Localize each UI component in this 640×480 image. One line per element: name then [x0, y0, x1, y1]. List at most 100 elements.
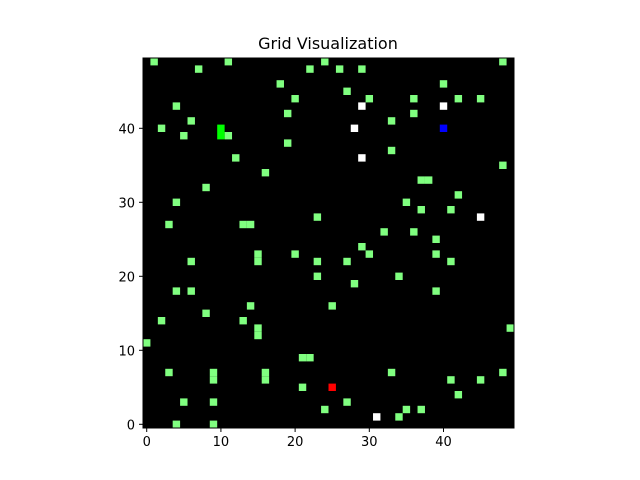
green-cell: [321, 405, 329, 414]
green-cell: [447, 376, 455, 384]
green-cell: [187, 257, 195, 266]
green-cell: [499, 161, 507, 169]
green-cell: [365, 250, 374, 258]
green-cell: [387, 146, 396, 155]
green-cell: [180, 398, 188, 406]
green-cell: [432, 235, 440, 243]
green-cell: [172, 198, 181, 206]
green-cell: [157, 124, 166, 132]
green-cell: [283, 139, 292, 147]
green-cell: [506, 324, 514, 332]
white-cell: [358, 154, 366, 162]
plot-frame: [142, 57, 515, 429]
green-cell: [254, 257, 262, 266]
plot-background: [143, 58, 514, 428]
green-cell: [313, 257, 322, 266]
green-cell: [447, 206, 455, 214]
green-cell: [306, 354, 314, 362]
green-cell: [254, 324, 262, 332]
green-cell: [387, 117, 396, 125]
green-cell: [239, 317, 247, 325]
green-cell: [202, 183, 210, 192]
green-cell: [343, 257, 351, 266]
green-cell: [261, 376, 270, 384]
green-cell: [291, 250, 299, 258]
chart-title: Grid Visualization: [258, 34, 398, 53]
green-cell: [402, 405, 411, 414]
green-cell: [276, 80, 284, 88]
x-tick-label: 30: [361, 435, 378, 450]
green-cell: [454, 95, 463, 103]
green-cell: [194, 65, 203, 73]
green-cell: [432, 250, 440, 258]
y-tick-label: 20: [118, 270, 135, 285]
green-cell: [395, 272, 403, 280]
green-cell: [261, 169, 270, 177]
green-cell: [283, 109, 292, 118]
y-tick-label: 30: [118, 196, 135, 211]
y-tick-label: 0: [127, 418, 135, 433]
green-cell: [313, 272, 322, 280]
green-cell: [224, 132, 233, 140]
green-cell: [224, 58, 233, 66]
green-cell: [232, 154, 240, 162]
green-cell: [180, 132, 188, 140]
y-tick-label: 40: [118, 122, 135, 137]
green-cell: [432, 287, 440, 295]
y-tick-label: 10: [118, 344, 135, 359]
green-cell: [313, 213, 322, 221]
green-cell: [165, 368, 173, 377]
green-cell: [454, 191, 463, 199]
green-cell: [172, 287, 181, 295]
green-cell: [172, 102, 181, 110]
green-cell: [187, 287, 195, 295]
green-cell: [209, 398, 218, 406]
green-cell: [454, 391, 463, 399]
green-cell: [476, 376, 485, 384]
green-cell: [246, 302, 255, 310]
green-cell: [328, 302, 336, 310]
green-cell: [239, 220, 247, 229]
green-cell: [165, 220, 173, 229]
y-axis: 0 10 20 30 40: [118, 122, 143, 433]
green-cell: [298, 354, 307, 362]
green-cell: [209, 376, 218, 384]
green-cell: [395, 413, 403, 421]
green-cell: [202, 309, 210, 317]
green-cell: [387, 368, 396, 377]
green-cell: [447, 257, 455, 266]
white-cell: [439, 102, 448, 110]
green-cell: [143, 339, 151, 347]
green-cell: [410, 228, 418, 236]
x-axis: 0 10 20 30 40: [143, 428, 452, 450]
green-cell: [209, 368, 218, 377]
green-cell: [358, 243, 366, 251]
green-cell: [150, 58, 158, 66]
green-cell: [476, 95, 485, 103]
green-cell: [254, 331, 262, 340]
x-tick-label: 40: [435, 435, 452, 450]
green-cell: [402, 198, 411, 206]
bright-green-cell: [217, 124, 225, 132]
green-cell: [365, 95, 374, 103]
green-cell: [172, 420, 181, 428]
red-cell: [328, 383, 336, 391]
green-cell: [157, 317, 166, 325]
x-tick-label: 10: [213, 435, 230, 450]
green-cell: [187, 117, 195, 125]
green-cell: [499, 368, 507, 377]
green-cell: [358, 65, 366, 73]
x-tick-label: 20: [287, 435, 304, 450]
x-tick-label: 0: [143, 435, 151, 450]
green-cell: [261, 368, 270, 377]
green-cell: [343, 398, 351, 406]
green-cell: [417, 206, 425, 214]
green-cell: [424, 176, 433, 184]
green-cell: [380, 228, 388, 236]
plot-area: [142, 57, 515, 429]
white-cell: [358, 102, 366, 110]
cells-layer: [143, 58, 514, 428]
green-cell: [417, 405, 425, 414]
blue-cell: [439, 124, 448, 132]
